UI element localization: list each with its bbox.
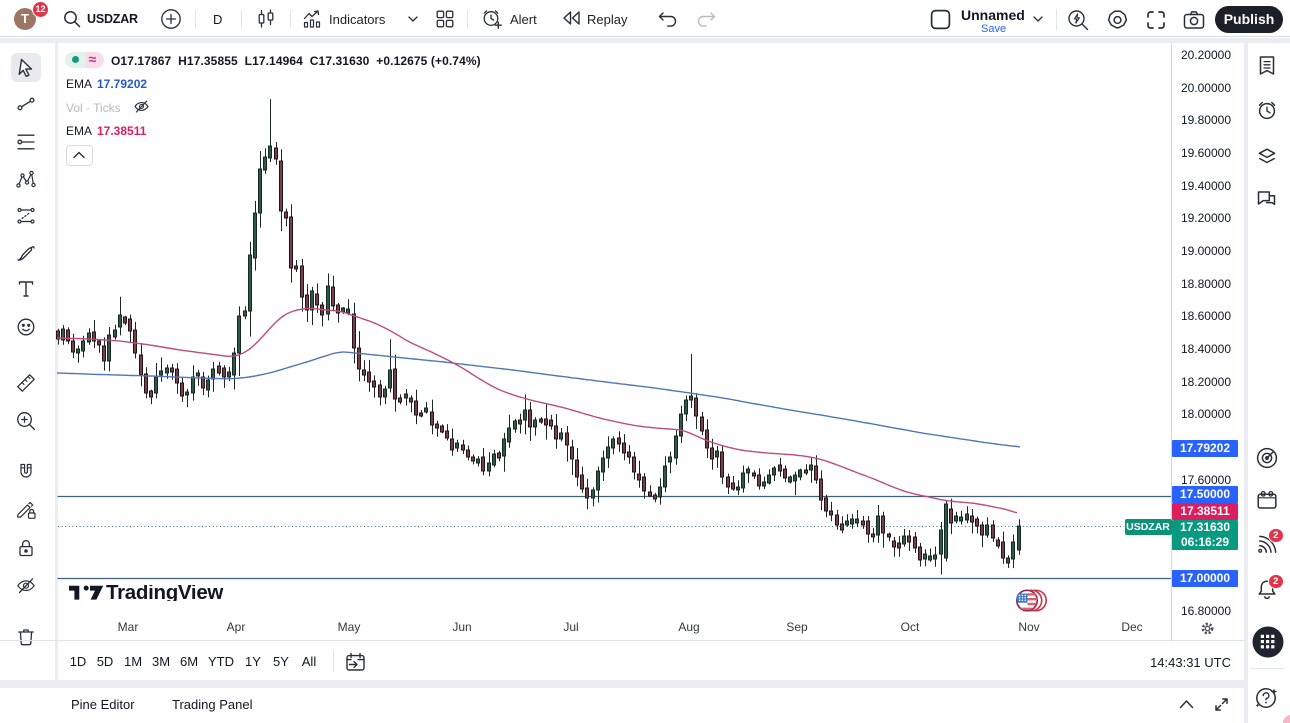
svg-text:TradingView: TradingView xyxy=(106,585,223,601)
